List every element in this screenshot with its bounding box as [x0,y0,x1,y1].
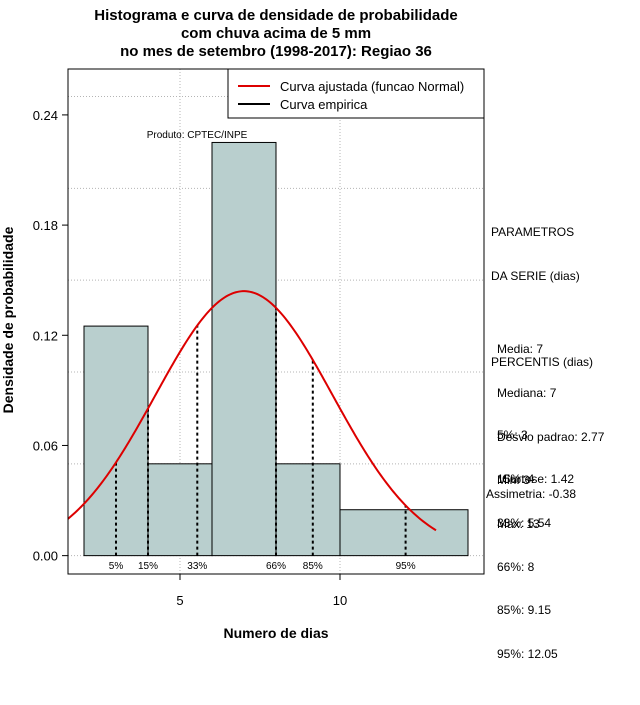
chart-title: Histograma e curva de densidade de proba… [94,7,457,60]
y-tick-label: 0.06 [33,438,58,453]
percentile-label: 85% [303,561,323,572]
param-media: Media: 7 [497,341,544,356]
percentil-33: 33%: 5.54 [497,515,552,530]
y-axis-title: Densidade de probabilidade [0,226,16,413]
parametros-subtitle: DA SERIE (dias) [491,268,580,283]
legend-label-1: Curva ajustada (funcao Normal) [280,79,464,94]
y-tick-label: 0.24 [33,108,58,123]
y-tick-label: 0.00 [33,549,58,564]
histogram-bar-3 [211,141,277,557]
histogram-bar-1 [83,325,149,557]
normal-curve [67,290,437,532]
x-tick-label: 5 [176,593,183,608]
y-tick-label: 0.18 [33,218,58,233]
chart-title-line-3: no mes de setembro (1998-2017): Regiao 3… [120,43,432,60]
percentis-panel: PERCENTIS (dias) 5%: 3 15%: 4 33%: 5.54 … [491,326,593,705]
chart-title-line-2: com chuva acima de 5 mm [181,25,371,42]
histogram-bars [83,141,469,557]
percentil-5: 5%: 3 [497,428,528,443]
param-desvio: Desvio padrao: 2.77 [497,429,605,444]
percentile-label: 33% [187,561,207,572]
percentile-label: 5% [109,561,124,572]
percentil-95: 95%: 12.05 [497,647,558,662]
percentile-label: 66% [266,561,286,572]
axes: 5 10 0.00 0.06 0.12 0.18 0.24 Numero de dias Den… [0,68,485,641]
legend-label-2: Curva empirica [280,97,368,112]
percentil-15: 15%: 4 [497,471,535,486]
legend-box [227,68,485,119]
param-min: Min: 3 [497,473,530,488]
histogram-bar-5 [339,509,469,557]
parametros-panel: PARAMETROS DA SERIE (dias) Media: 7 Medi… [491,196,604,575]
percentile-lines [115,307,407,556]
histogram-bar-2 [147,463,213,557]
chart-title-line-1: Histograma e curva de densidade de proba… [94,7,457,24]
x-axis-title: Numero de dias [223,625,328,641]
param-max: Max: 13 [497,517,540,532]
x-tick-label: 10 [333,593,347,608]
histogram-bar-4 [275,463,341,557]
assimetria-text: Assimetria: -0.38 [486,487,577,501]
percentil-85: 85%: 9.15 [497,603,552,618]
normal-curve-line [67,290,437,532]
parametros-title: PARAMETROS [491,225,575,240]
histogram-chart: Histograma e curva de densidade de proba… [0,7,485,641]
percentil-66: 66%: 8 [497,559,535,574]
y-tick-label: 0.12 [33,328,58,343]
curtose-text: Curtose: 1.42 [502,472,575,486]
param-mediana: Mediana: 7 [497,385,557,400]
percentis-title: PERCENTIS (dias) [491,355,594,370]
percentile-label: 95% [396,561,416,572]
text-labels: 5% 15% 33% 66% 85% 95% Produto: CPTEC/INPE [109,130,416,572]
percentile-label: 15% [138,561,158,572]
credit-label: Produto: CPTEC/INPE [147,130,248,141]
legend: Curva ajustada (funcao Normal) Curva empi… [227,68,485,119]
